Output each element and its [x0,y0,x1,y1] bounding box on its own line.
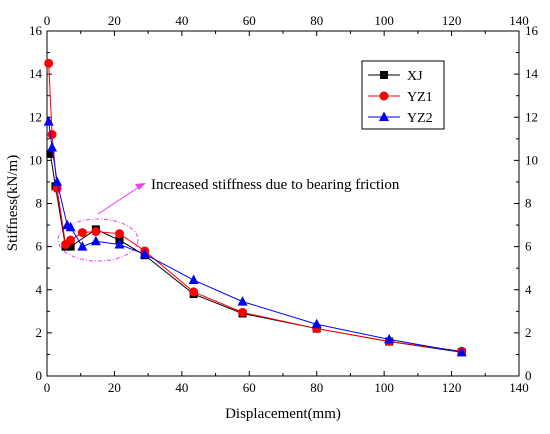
y-tick-label-left: 12 [29,109,42,124]
y-tick-label-right: 2 [525,325,532,340]
data-point-yz1 [47,130,57,139]
series-line-yz2 [48,121,462,353]
annotation-arrow-line [97,184,143,215]
y-tick-label-left: 0 [36,368,43,383]
legend-box [361,60,445,130]
annotation-arrow-head [135,183,146,190]
y-tick-label-right: 0 [525,368,532,383]
legend-label-yz2: YZ2 [407,111,433,126]
x-axis-title: Displacement(mm) [225,406,341,422]
y-tick-label-left: 16 [29,23,43,38]
data-point-yz2 [90,235,101,246]
data-point-yz2 [139,248,150,259]
y-tick-label-left: 8 [36,196,43,211]
data-point-yz1 [238,307,248,317]
x-tick-label-bottom: 80 [310,380,323,395]
y-tick-label-right: 12 [525,109,538,124]
data-point-yz2 [114,238,125,249]
legend-marker-yz2 [379,111,389,121]
data-point-yz1 [66,235,76,245]
data-point-yz2 [188,274,199,285]
data-point-yz2 [311,318,322,329]
data-point-yz2 [456,346,467,357]
x-tick-label-top: 80 [310,13,323,28]
annotation-ellipse [57,218,139,262]
legend: XJ YZ1 YZ2 [361,60,445,130]
x-tick-label-bottom: 60 [243,380,256,395]
legend-label-xj: XJ [407,69,423,84]
y-tick-label-left: 10 [29,152,42,167]
plot-frame [46,30,520,377]
y-tick-label-left: 2 [36,325,43,340]
x-tick-label-bottom: 0 [44,380,51,395]
series-yz2 [43,116,467,357]
legend-marker-yz1 [379,91,389,101]
x-tick-label-top: 40 [175,13,188,28]
data-point-yz2 [384,333,395,344]
data-point-yz1 [189,287,199,297]
y-tick-label-left: 6 [36,239,43,254]
x-tick-label-top: 20 [108,13,121,28]
data-point-yz2 [47,141,58,152]
data-point-yz2 [43,116,54,126]
x-tick-label-bottom: 120 [442,380,462,395]
series-layer [43,58,467,357]
x-tick-label-top: 60 [243,13,256,28]
series-yz1 [44,58,467,356]
x-tick-label-top: 0 [44,13,51,28]
legend-label-yz1: YZ1 [407,90,433,105]
y-tick-label-right: 16 [525,23,539,38]
data-point-yz1 [77,228,87,238]
data-point-yz1 [44,58,54,68]
y-tick-label-right: 8 [525,196,532,211]
data-point-yz2 [237,296,248,306]
y-tick-label-left: 4 [36,282,43,297]
axis-ticks [46,30,520,377]
data-point-xj [46,149,55,158]
x-tick-label-bottom: 100 [374,380,394,395]
data-point-yz2 [77,241,88,251]
legend-marker-xj [380,71,388,79]
data-point-xj [66,242,75,251]
y-tick-label-left: 14 [29,66,43,81]
x-tick-label-bottom: 20 [108,380,121,395]
y-tick-label-right: 6 [525,239,532,254]
y-tick-label-right: 10 [525,152,538,167]
series-line-yz1 [48,63,462,352]
x-tick-label-bottom: 140 [509,380,529,395]
data-point-yz1 [114,229,124,239]
data-point-yz1 [91,227,101,237]
x-tick-label-bottom: 40 [175,380,188,395]
data-point-yz2 [65,221,76,232]
x-tick-label-top: 100 [374,13,394,28]
annotation-text: Increased stiffness due to bearing frict… [151,177,400,193]
y-tick-label-right: 14 [525,66,539,81]
x-tick-label-top: 120 [442,13,462,28]
y-tick-label-right: 4 [525,282,532,297]
data-point-yz2 [52,176,63,186]
y-axis-title: Stiffness(kN/m) [5,155,21,251]
annotation: Increased stiffness due to bearing frict… [57,177,400,262]
x-tick-label-top: 140 [509,13,529,28]
